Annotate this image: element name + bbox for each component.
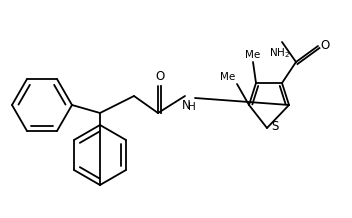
Text: S: S xyxy=(271,121,278,133)
Text: H: H xyxy=(188,102,196,112)
Text: N: N xyxy=(182,99,190,112)
Text: O: O xyxy=(320,39,329,51)
Text: NH$_2$: NH$_2$ xyxy=(269,46,290,60)
Text: Me: Me xyxy=(220,72,235,82)
Text: O: O xyxy=(155,70,165,83)
Text: Me: Me xyxy=(245,50,260,60)
